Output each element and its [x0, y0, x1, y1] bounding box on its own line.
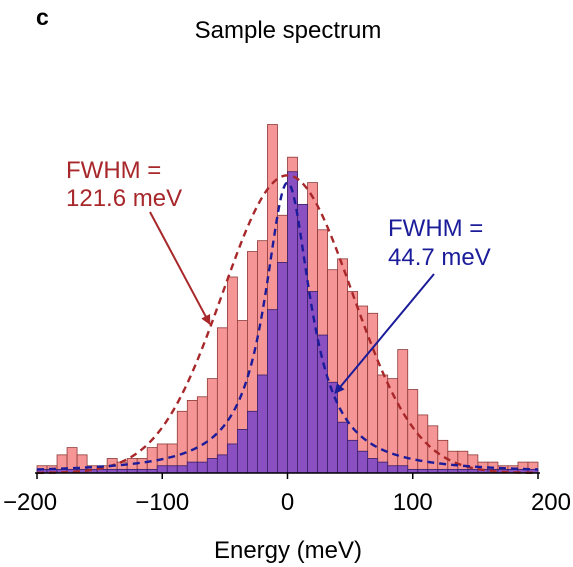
narrow-histogram-bar [387, 465, 399, 474]
narrow-histogram-bar [186, 461, 198, 474]
narrow-histogram-bar [397, 465, 409, 474]
narrow-histogram-bar [307, 291, 318, 474]
narrow-histogram-bar [327, 381, 338, 474]
sample-histogram-bar [437, 439, 449, 474]
x-tick-label: 200 [531, 489, 571, 516]
x-tick-label: −200 [3, 489, 57, 516]
narrow-histogram-bar [176, 465, 188, 474]
narrow-histogram-bar [166, 465, 178, 474]
sample-histogram-bar [196, 396, 208, 474]
sample-histogram-bar [397, 349, 409, 474]
x-tick-label: 100 [393, 489, 433, 516]
narrow-histogram-bar [216, 454, 228, 474]
narrow-histogram-bar [337, 421, 349, 474]
fwhm-arrow [334, 273, 435, 394]
narrow-histogram-bar [377, 461, 389, 474]
fwhm-annotation-text: 44.7 meV [388, 244, 491, 271]
narrow-histogram-bar [267, 309, 278, 474]
x-axis-ticks: −200 −100 0 100 200 [3, 473, 571, 516]
fwhm-annotation-text: 121.6 meV [66, 185, 182, 212]
gaussian-fit-curve [36, 174, 539, 475]
fwhm-arrow [149, 211, 211, 326]
narrow-histogram-bar [247, 410, 258, 474]
fit-curves [36, 174, 539, 475]
narrow-histogram-bar [196, 461, 208, 474]
narrow-histogram-bar [206, 458, 218, 474]
lorentzian-fit-curve [36, 181, 539, 471]
narrow-histogram-bar [156, 465, 168, 474]
fwhm-annotation-text: FWHM = [66, 157, 161, 184]
sample-histogram-bar [176, 410, 188, 474]
fwhm-annotation-text: FWHM = [388, 215, 483, 242]
narrow-histogram-bar [347, 439, 359, 474]
narrow-histogram-bar [277, 262, 288, 474]
x-tick-label: 0 [281, 489, 294, 516]
sample-histogram-bar [377, 374, 389, 474]
narrow-histogram-bar [226, 443, 238, 474]
panel-label: c [36, 4, 49, 30]
sample-histogram-bar [216, 327, 228, 474]
narrow-histogram-bar [257, 374, 268, 474]
narrow-histogram-bar [357, 450, 369, 474]
sample-histogram-bar [427, 425, 439, 474]
narrow-histogram-bar [236, 429, 248, 474]
x-tick-label: −100 [135, 489, 189, 516]
chart-title: Sample spectrum [195, 17, 382, 44]
narrow-histogram-bar [287, 171, 298, 474]
narrow-histogram-bar [367, 458, 379, 474]
x-axis-label: Energy (meV) [214, 537, 362, 564]
